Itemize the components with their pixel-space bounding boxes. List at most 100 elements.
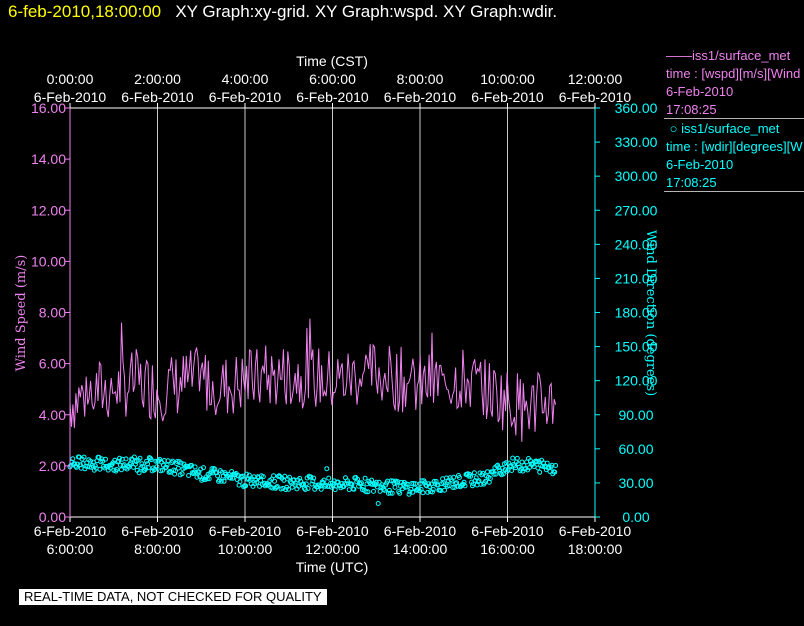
wind-direction-point [411,481,417,486]
wind-direction-point [491,471,497,477]
header-timestamp: 6-feb-2010,18:00:00 [8,2,162,21]
wind-direction-point [243,483,249,489]
wind-direction-point [116,458,122,464]
wind-direction-point [341,484,347,490]
wind-direction-point [406,491,412,497]
wind-direction-point [221,478,227,484]
wind-direction-point [286,486,291,492]
right-axis-title: Wind Direction (degrees) [643,230,658,396]
wind-direction-point [287,474,292,480]
grid-lines [157,108,508,517]
wind-direction-point [209,466,215,472]
wind-direction-point [387,490,393,496]
y-left-tick-label: 10.00 [31,253,66,269]
wind-direction-point [344,478,350,484]
wind-direction-point [544,460,550,466]
wind-direction-point [373,479,379,485]
wind-direction-point [404,484,410,490]
wind-direction-point [351,486,357,492]
wind-direction-point [240,473,246,479]
wind-direction-point [480,470,486,476]
wind-direction-point [320,480,326,486]
wind-direction-point [136,470,142,476]
wind-direction-point [137,455,143,461]
wind-direction-point [499,465,505,471]
wind-direction-point [471,470,477,476]
y-right-tick-label: 90.00 [618,407,653,423]
wind-direction-point [117,455,122,461]
wind-direction-point [377,488,383,494]
wind-direction-point [204,476,210,482]
wind-direction-point [375,501,381,506]
quality-disclaimer: REAL-TIME DATA, NOT CHECKED FOR QUALITY [19,589,327,605]
x-top-tick-label-date: 6-Feb-2010 [559,89,632,105]
wind-speed-series [69,318,557,442]
y-left-tick-label: 4.00 [39,407,66,423]
wind-direction-point [276,473,282,479]
wind-direction-point [246,472,252,478]
wind-direction-point [536,458,542,464]
x-tick-label-date: 6-Feb-2010 [34,523,107,539]
wind-direction-point [468,473,474,479]
wind-direction-point [305,486,311,491]
wind-direction-point [74,464,79,470]
top-axis-title: Time (CST) [296,53,368,69]
legend-date: 6-Feb-2010 [666,84,734,99]
wind-direction-point [500,471,506,477]
wind-direction-point [178,460,184,466]
wind-direction-point [462,483,468,489]
wind-direction-point [215,473,221,479]
wind-direction-point [70,456,76,462]
x-top-tick-label-time: 2:00:00 [134,71,181,87]
wind-direction-point [97,466,103,472]
wind-direction-point [473,475,479,481]
wind-direction-point [456,475,462,480]
wind-direction-point [365,489,371,495]
legend-variable: time : [wdir][degrees][W [666,139,803,154]
wind-direction-point [237,479,243,485]
x-tick-label-time: 16:00:00 [480,541,535,557]
wind-speed-line [69,318,557,442]
wind-direction-point [145,461,150,467]
wind-direction-point [493,471,499,477]
x-tick-label-time: 18:00:00 [568,541,623,557]
x-tick-label-date: 6-Feb-2010 [384,523,457,539]
y-left-tick-label: 0.00 [39,509,66,525]
wind-direction-point [430,487,436,492]
wind-direction-point [503,460,509,466]
legend-variable: time : [wspd][m/s][Wind [666,66,801,81]
wind-direction-point [179,471,185,477]
wind-direction-point [389,490,395,496]
wind-direction-point [371,488,376,494]
legend-line-symbol: —— [666,48,692,63]
wind-direction-point [358,480,364,486]
wind-direction-point [490,469,496,475]
wind-direction-point [442,487,447,493]
legend-entry-speed: ——iss1/surface_met time : [wspd][m/s][Wi… [666,47,804,119]
wind-direction-point [260,474,266,480]
legend-divider [664,118,804,119]
x-top-tick-label-time: 12:00:00 [568,71,623,87]
wind-direction-point [310,478,316,484]
wind-direction-point [192,464,198,470]
wind-direction-point [431,478,437,484]
wind-direction-point [131,454,137,460]
wind-direction-point [357,481,363,487]
wind-direction-point [317,483,323,489]
wind-direction-point [425,489,431,495]
wind-direction-point [420,490,426,496]
wind-direction-point [449,478,455,484]
y-right-tick-label: 270.00 [615,202,658,218]
wind-direction-point [321,477,327,483]
wind-direction-point [324,466,330,472]
wind-direction-point [429,489,435,495]
y-left-tick-label: 6.00 [39,356,66,372]
wind-direction-point [140,463,146,469]
wind-direction-point [173,468,178,474]
wind-direction-point [139,461,145,467]
wind-direction-point [114,467,120,472]
wind-direction-point [392,484,398,490]
tick-labels: 6-Feb-2010 6:00:00 0:00:00 6-Feb-2010 6-Feb-… [31,71,658,557]
wind-direction-point [450,485,456,490]
wind-direction-point [382,487,388,493]
